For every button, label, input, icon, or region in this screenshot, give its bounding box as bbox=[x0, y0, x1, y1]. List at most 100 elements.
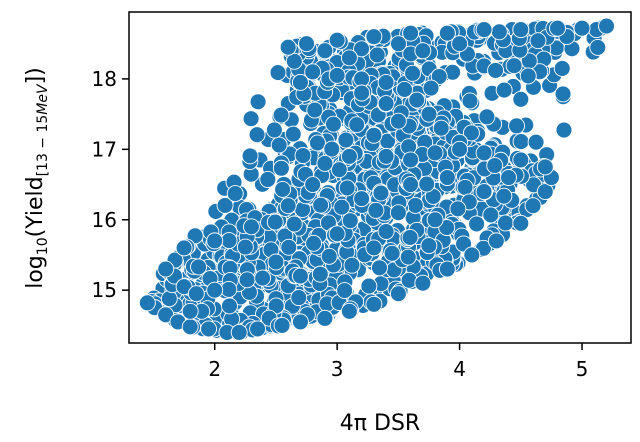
scatter-point bbox=[402, 24, 420, 42]
scatter-point bbox=[512, 133, 530, 151]
scatter-point bbox=[475, 144, 493, 162]
scatter-point bbox=[372, 184, 390, 202]
scatter-point bbox=[463, 246, 481, 264]
x-tick-label: 2 bbox=[208, 357, 221, 381]
scatter-point bbox=[482, 206, 500, 224]
scatter-point bbox=[512, 90, 530, 108]
scatter-point bbox=[254, 269, 272, 287]
y-axis-label: log10(Yield[13 − 15MeV]) bbox=[23, 67, 51, 289]
scatter-point bbox=[304, 63, 322, 81]
scatter-point bbox=[290, 289, 308, 307]
scatter-point bbox=[536, 183, 554, 201]
scatter-point bbox=[461, 92, 479, 110]
scatter-point bbox=[200, 320, 218, 338]
scatter-point bbox=[549, 19, 566, 37]
scatter-point bbox=[181, 318, 199, 336]
scatter-point bbox=[529, 32, 547, 50]
scatter-point bbox=[408, 91, 426, 109]
scatter-point bbox=[269, 64, 287, 82]
scatter-point bbox=[270, 136, 288, 154]
scatter-point bbox=[272, 159, 290, 177]
scatter-point bbox=[487, 232, 505, 250]
y-label-close: ]) bbox=[23, 67, 48, 84]
scatter-point bbox=[312, 196, 330, 214]
y-tick-label: 18 bbox=[92, 67, 117, 91]
scatter-point bbox=[226, 185, 244, 203]
scatter-point bbox=[316, 42, 334, 60]
scatter-point bbox=[401, 228, 419, 246]
scatter-point bbox=[389, 204, 407, 222]
scatter-point bbox=[190, 258, 208, 276]
scatter-point bbox=[422, 79, 440, 97]
scatter-point bbox=[553, 59, 571, 77]
scatter-point bbox=[451, 140, 469, 158]
scatter-point bbox=[320, 247, 338, 265]
y-label-unit: MeV bbox=[35, 83, 51, 115]
scatter-point bbox=[414, 274, 432, 292]
x-axis: 2 3 4 5 bbox=[208, 343, 588, 381]
scatter-point bbox=[573, 19, 591, 37]
scatter-point bbox=[328, 225, 346, 243]
scatter-point bbox=[221, 297, 238, 315]
y-label-base: log bbox=[23, 255, 48, 289]
scatter-point bbox=[285, 215, 303, 233]
y-label-range: [13 − 15 bbox=[35, 115, 51, 177]
y-tick-label: 17 bbox=[92, 137, 117, 161]
scatter-point bbox=[512, 151, 530, 169]
scatter-point bbox=[311, 265, 329, 283]
y-tick-label: 15 bbox=[92, 278, 117, 302]
scatter-point bbox=[291, 73, 309, 91]
scatter-point bbox=[377, 147, 395, 165]
scatter-point bbox=[279, 197, 297, 215]
scatter-point bbox=[328, 66, 346, 84]
scatter-point bbox=[337, 131, 355, 149]
scatter-point bbox=[365, 28, 383, 46]
scatter-point bbox=[341, 212, 359, 230]
scatter-point bbox=[512, 21, 530, 39]
x-tick-label: 3 bbox=[331, 357, 344, 381]
scatter-point bbox=[328, 31, 346, 49]
scatter-point bbox=[451, 35, 469, 53]
scatter-point bbox=[390, 35, 407, 53]
scatter-point bbox=[175, 239, 193, 257]
scatter-point bbox=[438, 169, 456, 186]
scatter-point bbox=[365, 239, 383, 257]
y-axis: 15 16 17 18 bbox=[92, 67, 129, 302]
scatter-point bbox=[338, 179, 356, 197]
scatter-point bbox=[138, 294, 156, 312]
scatter-point bbox=[340, 302, 358, 320]
scatter-point bbox=[475, 21, 493, 39]
scatter-point bbox=[316, 309, 334, 327]
scatter-point bbox=[490, 23, 508, 41]
scatter-point bbox=[248, 126, 266, 144]
scatter-point bbox=[462, 124, 480, 142]
scatter-point bbox=[438, 260, 456, 278]
scatter-point bbox=[449, 200, 467, 218]
scatter-point bbox=[487, 61, 505, 79]
scatter-point bbox=[500, 169, 518, 186]
scatter-point bbox=[306, 101, 324, 119]
scatter-point bbox=[249, 93, 267, 111]
scatter-points bbox=[138, 17, 615, 341]
x-axis-label: 4π DSR bbox=[340, 411, 420, 436]
scatter-point bbox=[360, 277, 378, 295]
scatter-point bbox=[241, 147, 259, 165]
scatter-point bbox=[495, 187, 513, 205]
scatter-point bbox=[486, 157, 504, 175]
x-tick-label: 5 bbox=[576, 357, 589, 381]
scatter-point bbox=[383, 244, 401, 262]
scatter-point bbox=[348, 116, 366, 134]
scatter-point bbox=[291, 267, 309, 285]
scatter-point bbox=[324, 115, 342, 133]
scatter-point bbox=[220, 280, 238, 298]
scatter-point bbox=[536, 158, 554, 176]
scatter-point bbox=[298, 35, 315, 53]
scatter-point bbox=[508, 117, 526, 135]
scatter-point bbox=[304, 176, 322, 193]
scatter-point bbox=[519, 67, 537, 85]
scatter-point bbox=[554, 85, 572, 103]
scatter-point bbox=[305, 234, 323, 252]
scatter-point bbox=[249, 320, 267, 338]
scatter-point bbox=[323, 140, 341, 158]
